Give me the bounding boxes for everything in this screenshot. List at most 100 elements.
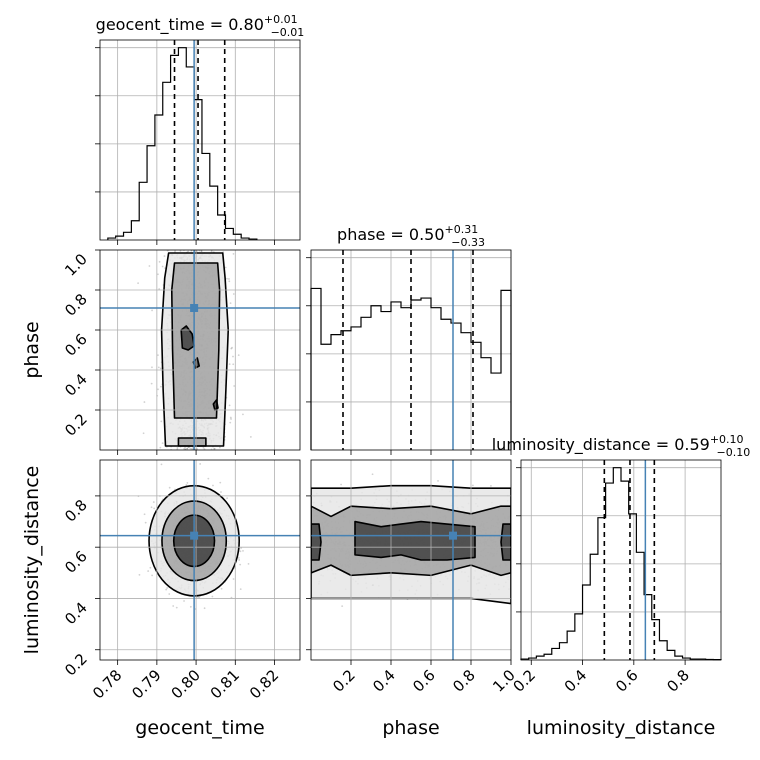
scatter-point	[142, 432, 145, 435]
x-tick-label: 0.81	[207, 666, 243, 702]
scatter-point	[168, 486, 171, 489]
scatter-point	[151, 366, 153, 369]
scatter-point	[165, 588, 168, 591]
scatter-point	[186, 447, 189, 450]
title-prefix: phase =	[337, 225, 409, 244]
scatter-point	[228, 280, 231, 283]
x-tick-label: 0.8	[663, 666, 693, 696]
x-tick-label: 0.82	[246, 666, 282, 702]
scatter-point	[213, 447, 216, 450]
scatter-point	[158, 260, 161, 263]
y-tick-label: 0.2	[61, 410, 91, 440]
contour-line-inner	[311, 523, 322, 561]
histogram-panel-geocent_time	[95, 39, 301, 245]
histogram-panel-phase	[306, 249, 512, 455]
scatter-point	[202, 446, 205, 449]
scatter-point	[157, 354, 159, 356]
scatter-point	[200, 250, 203, 252]
title-median: 0.59	[674, 435, 710, 454]
scatter-point	[203, 448, 206, 450]
x-tick-label: 0.2	[509, 666, 539, 696]
x-tick-label: 0.2	[329, 666, 359, 696]
histogram-step	[107, 47, 258, 240]
histogram-frame	[99, 39, 301, 241]
scatter-point	[471, 484, 474, 487]
scatter-point	[232, 363, 235, 366]
x-tick-label: 0.6	[409, 666, 439, 696]
scatter-point	[183, 448, 186, 450]
y-tick-label: 1.0	[61, 250, 91, 280]
scatter-point	[159, 446, 162, 449]
scatter-point	[186, 448, 189, 450]
x-tick-label: 0.4	[561, 666, 591, 696]
scatter-point	[187, 250, 190, 253]
scatter-point	[160, 385, 162, 388]
scatter-point	[213, 448, 215, 450]
y-tick-label: 0.6	[61, 547, 91, 577]
scatter-point	[371, 473, 374, 476]
y-tick-label: 0.4	[61, 370, 91, 400]
scatter-point	[239, 563, 242, 566]
title-median: 0.80	[228, 15, 264, 34]
scatter-point	[219, 446, 221, 449]
contour-line-mid	[177, 437, 207, 447]
scatter-point	[341, 605, 344, 608]
scatter-point	[228, 278, 230, 280]
scatter-layer	[95, 249, 512, 665]
histogram-layer	[95, 39, 722, 665]
contour-line-inner	[500, 523, 511, 561]
scatter-point	[242, 413, 244, 416]
scatter-point	[166, 587, 169, 589]
x-axis-label-luminosity-distance: luminosity_distance	[527, 717, 716, 739]
scatter-point	[138, 573, 141, 576]
contour-line-mid	[311, 505, 511, 577]
title-minus: −0.33	[451, 236, 485, 249]
scatter-point	[157, 388, 159, 391]
scatter-point	[189, 447, 192, 450]
x-tick-label: 0.4	[369, 666, 399, 696]
title-plus: +0.10	[710, 433, 744, 446]
scatter-point	[159, 367, 162, 370]
scatter-point	[157, 366, 160, 369]
density-fill-inner	[181, 326, 195, 350]
scatter-point	[199, 463, 202, 465]
scatter-point	[228, 404, 231, 407]
density-fill-inner	[355, 521, 475, 560]
scatter-point	[147, 570, 150, 572]
scatter-point	[151, 309, 153, 312]
title-prefix: luminosity_distance =	[492, 435, 674, 455]
scatter-point	[163, 255, 166, 257]
truth-marker	[190, 304, 199, 312]
truth-marker	[190, 531, 199, 540]
title-plus: +0.31	[445, 223, 479, 236]
x-axis-label-phase: phase	[382, 717, 439, 739]
scatter-point	[239, 588, 242, 591]
x-tick-label: 0.78	[89, 666, 125, 702]
pair-content	[311, 460, 511, 660]
scatter-point	[176, 447, 179, 449]
scatter-point	[238, 559, 241, 561]
scatter-point	[210, 250, 213, 253]
scatter-point	[229, 421, 232, 424]
scatter-point	[185, 484, 188, 486]
scatter-point	[207, 477, 210, 480]
scatter-point	[190, 250, 193, 252]
panel-title-phase: phase = 0.50+0.31 −0.33	[337, 223, 485, 249]
scatter-point	[229, 416, 232, 419]
title-median: 0.50	[409, 225, 445, 244]
scatter-point	[232, 355, 234, 358]
scatter-point	[230, 418, 232, 420]
y-tick-label: 0.6	[61, 330, 91, 360]
title-plus: +0.01	[264, 13, 298, 26]
pair-panel-geocent_time-phase	[95, 249, 301, 455]
y-tick-label: 0.8	[61, 496, 91, 526]
scatter-point	[148, 265, 151, 267]
title-prefix: geocent_time =	[96, 15, 229, 35]
pair-content	[100, 250, 300, 450]
contour-line-inner	[354, 520, 476, 561]
scatter-point	[226, 277, 228, 280]
scatter-point	[220, 587, 223, 590]
scatter-point	[158, 288, 161, 290]
density-fill-mid	[178, 438, 206, 446]
pair-panel-geocent_time-luminosity_distance	[95, 459, 301, 665]
